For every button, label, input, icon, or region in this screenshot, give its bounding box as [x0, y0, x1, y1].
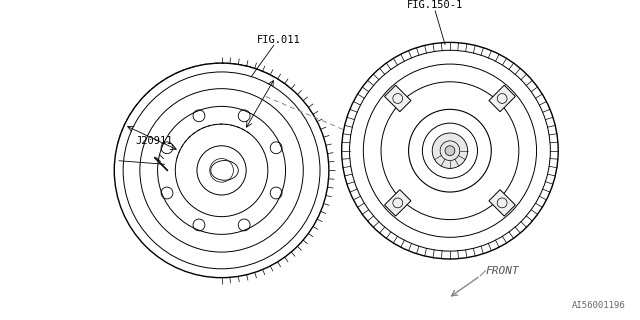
Text: FRONT: FRONT — [485, 266, 519, 276]
Circle shape — [432, 133, 468, 168]
FancyBboxPatch shape — [385, 190, 411, 216]
Text: J20911: J20911 — [136, 136, 173, 146]
Text: FIG.150-1: FIG.150-1 — [407, 0, 463, 10]
FancyBboxPatch shape — [489, 85, 515, 112]
Text: AI56001196: AI56001196 — [572, 301, 625, 310]
FancyBboxPatch shape — [385, 85, 411, 112]
Text: FIG.011: FIG.011 — [257, 36, 301, 45]
FancyBboxPatch shape — [489, 190, 515, 216]
Circle shape — [445, 146, 455, 156]
